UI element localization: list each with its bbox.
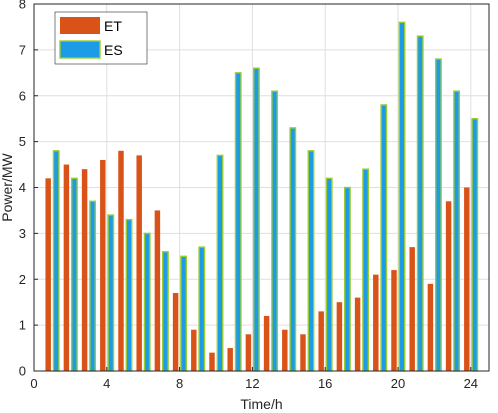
bar-es-24 — [471, 117, 479, 372]
bar-es-19 — [380, 104, 388, 372]
bar-es-8 — [180, 255, 188, 372]
x-tick-label: 4 — [103, 376, 110, 391]
y-tick-label: 0 — [19, 364, 26, 379]
bar-es-16 — [325, 177, 333, 372]
bar-es-4 — [107, 214, 115, 372]
bar-es-17 — [343, 186, 351, 372]
bar-es-10 — [216, 154, 224, 372]
bar-es-6 — [143, 232, 151, 372]
bar-es-11 — [234, 72, 242, 372]
bar-es-21 — [416, 35, 424, 372]
x-tick-label: 20 — [391, 376, 405, 391]
bar-et-7 — [154, 210, 161, 371]
legend-label-es: ES — [104, 42, 123, 58]
y-tick-label: 2 — [19, 272, 26, 287]
legend-swatch-es — [59, 40, 101, 59]
bar-es-13 — [271, 90, 279, 372]
bar-et-2 — [63, 164, 70, 371]
bar-et-16 — [318, 311, 324, 371]
bar-et-14 — [282, 329, 288, 371]
y-tick-label: 1 — [19, 318, 26, 333]
y-tick-label: 4 — [19, 180, 26, 195]
bar-et-12 — [245, 334, 252, 371]
legend-label-et: ET — [104, 18, 122, 34]
bar-es-20 — [398, 21, 406, 372]
bar-et-8 — [172, 293, 179, 371]
bar-et-13 — [263, 315, 270, 371]
bar-et-3 — [81, 169, 88, 371]
bar-es-15 — [307, 150, 315, 372]
bar-es-7 — [161, 251, 169, 372]
bar-es-9 — [198, 246, 206, 372]
x-axis-title: Time/h — [240, 396, 282, 412]
legend: ET ES — [54, 11, 148, 65]
y-tick-label: 8 — [19, 0, 26, 12]
bar-et-24 — [464, 187, 470, 371]
bar-es-12 — [252, 67, 260, 372]
bar-et-11 — [227, 348, 233, 371]
bar-et-9 — [191, 329, 197, 371]
bar-es-23 — [453, 90, 461, 372]
bar-et-18 — [354, 297, 361, 371]
bar-et-22 — [427, 283, 434, 371]
bar-et-1 — [45, 178, 51, 371]
bar-es-2 — [70, 177, 78, 372]
bar-et-23 — [445, 201, 452, 371]
bar-et-21 — [409, 247, 415, 371]
bar-es-18 — [362, 168, 370, 372]
y-tick-label: 3 — [19, 226, 26, 241]
y-tick-label: 7 — [19, 42, 26, 57]
y-tick-label: 5 — [19, 134, 26, 149]
bar-es-1 — [52, 150, 60, 372]
x-tick-label: 0 — [30, 376, 37, 391]
bars — [45, 21, 479, 372]
y-tick-label: 6 — [19, 88, 26, 103]
bar-es-22 — [434, 58, 442, 372]
x-tick-label: 24 — [464, 376, 478, 391]
bar-et-20 — [391, 270, 397, 371]
legend-swatch-et — [60, 17, 100, 34]
bar-et-5 — [118, 150, 124, 371]
bar-et-4 — [100, 159, 106, 371]
x-tick-label: 16 — [318, 376, 332, 391]
bar-es-14 — [289, 127, 297, 372]
x-tick-label: 8 — [176, 376, 183, 391]
bar-es-5 — [125, 218, 133, 372]
bar-et-10 — [209, 352, 215, 371]
bar-et-15 — [300, 334, 306, 371]
x-tick-label: 12 — [245, 376, 259, 391]
y-axis-title: Power/MW — [0, 152, 15, 221]
bar-et-6 — [136, 155, 142, 371]
bar-et-17 — [336, 302, 343, 371]
bar-es-3 — [89, 200, 97, 372]
bar-et-19 — [373, 274, 379, 371]
